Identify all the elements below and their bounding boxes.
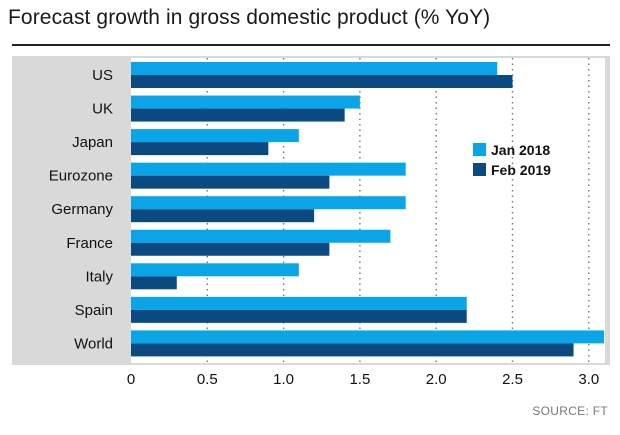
bar-japan-series-2 [131,142,269,156]
bar-world-series-1 [131,330,605,344]
bar-germany-series-1 [131,196,406,210]
bar-uk-series-2 [131,108,345,122]
bar-world-series-2 [131,343,574,357]
bar-france-series-2 [131,242,330,256]
chart-title: Forecast growth in gross domestic produc… [8,6,491,29]
category-label: UK [92,101,113,118]
bar-eurozone-series-2 [131,175,330,189]
category-label: Italy [85,268,113,285]
legend: Jan 2018 Feb 2019 [473,142,551,178]
x-tick-labels: 0 0.5 1.0 1.5 2.0 2.5 3.0 [127,371,599,388]
x-tick-label: 1.0 [273,371,294,388]
bar-italy-series-2 [131,276,177,290]
category-label: US [92,67,113,84]
category-label: World [74,335,113,352]
category-label: Germany [51,201,113,218]
x-tick-label: 1.5 [349,371,370,388]
category-label: Eurozone [49,168,113,185]
legend-label: Feb 2019 [491,162,551,178]
x-tick-label: 0 [127,371,135,388]
bar-italy-series-1 [131,263,299,277]
bar-spain-series-2 [131,309,467,323]
x-tick-label: 0.5 [197,371,218,388]
bars [131,62,605,357]
source-note: SOURCE: FT [532,404,608,418]
bar-us-series-1 [131,62,498,75]
x-tick-label: 3.0 [578,371,599,388]
legend-swatch [473,163,486,176]
bar-us-series-2 [131,75,513,88]
bar-japan-series-1 [131,129,299,143]
bar-uk-series-1 [131,95,360,109]
title-divider [12,44,610,46]
legend-swatch [473,143,486,156]
category-label: Spain [75,302,113,319]
x-tick-label: 2.5 [502,371,523,388]
x-tick-label: 2.0 [426,371,447,388]
legend-label: Jan 2018 [491,142,550,158]
bar-france-series-1 [131,229,391,243]
category-label: Japan [72,134,113,151]
category-labels: US UK Japan Eurozone Germany France Italy Spain… [49,67,114,352]
bar-eurozone-series-1 [131,162,406,176]
category-label: France [66,235,113,252]
bar-germany-series-2 [131,209,315,223]
bar-spain-series-1 [131,296,467,310]
